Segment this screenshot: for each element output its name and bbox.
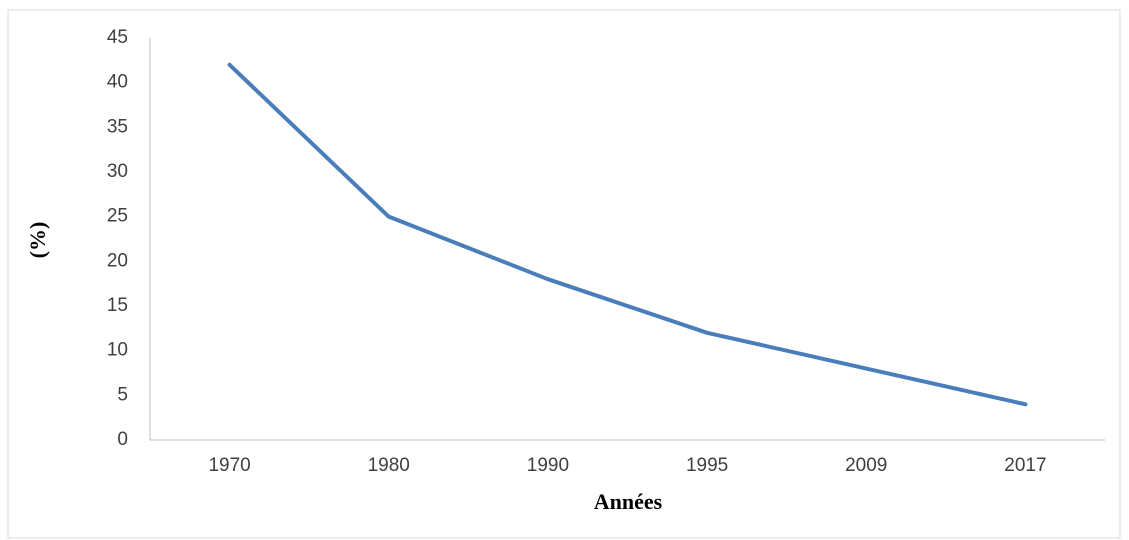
- x-tick-label: 1970: [208, 455, 250, 476]
- y-tick-label: 30: [107, 161, 128, 182]
- chart-frame: [7, 9, 1121, 539]
- x-tick-label: 1995: [686, 455, 728, 476]
- x-tick-label: 1980: [368, 455, 410, 476]
- y-tick-label: 0: [117, 429, 128, 450]
- y-tick-label: 25: [107, 206, 128, 227]
- x-tick-label: 2009: [845, 455, 887, 476]
- y-tick-label: 10: [107, 340, 128, 361]
- x-tick-label: 1990: [527, 455, 569, 476]
- y-tick-label: 40: [107, 72, 128, 93]
- y-tick-label: 15: [107, 295, 128, 316]
- data-line: [227, 62, 1028, 407]
- x-axis-title: Années: [594, 489, 663, 514]
- y-axis-title: (%): [25, 222, 50, 259]
- x-tick-label: 2017: [1004, 455, 1046, 476]
- y-tick-label: 20: [107, 250, 128, 271]
- y-tick-label: 45: [107, 27, 128, 48]
- y-tick-label: 35: [107, 116, 128, 137]
- y-tick-label: 5: [117, 384, 128, 405]
